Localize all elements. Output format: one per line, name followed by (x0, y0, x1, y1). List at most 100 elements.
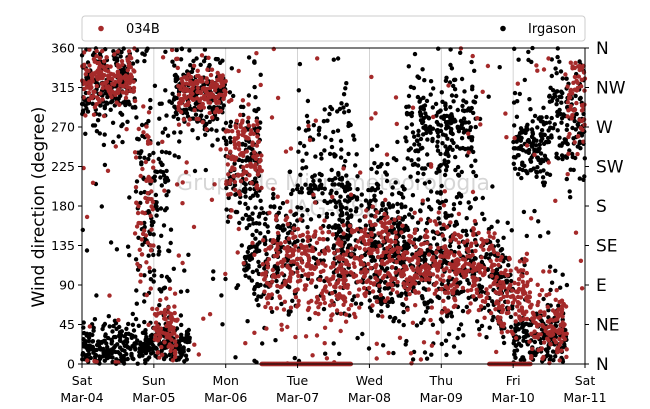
point-irgason (573, 127, 578, 132)
point-irgason (244, 225, 249, 231)
point-034b (405, 281, 410, 286)
point-034b (320, 230, 325, 235)
point-irgason (241, 104, 246, 110)
point-irgason (111, 323, 116, 329)
point-irgason (253, 236, 258, 241)
point-034b (94, 95, 100, 100)
point-034b (162, 340, 167, 345)
point-034b (289, 259, 294, 264)
point-034b (409, 234, 414, 239)
point-irgason (168, 240, 173, 246)
point-irgason (223, 276, 228, 282)
point-irgason (335, 128, 341, 133)
point-irgason (186, 327, 191, 333)
data-points (79, 45, 588, 367)
point-034b (274, 214, 279, 219)
point-034b (318, 269, 324, 275)
point-034b (323, 263, 328, 268)
point-irgason (199, 113, 204, 118)
point-034b (352, 255, 358, 260)
point-irgason (539, 133, 544, 139)
point-034b (460, 257, 465, 262)
point-034b (475, 116, 480, 121)
point-irgason (171, 266, 176, 271)
point-irgason (354, 152, 359, 157)
point-034b (428, 317, 433, 323)
point-034b (83, 113, 88, 118)
point-034b (382, 262, 387, 267)
point-irgason (451, 202, 457, 207)
point-034b (474, 290, 480, 296)
point-034b (296, 298, 301, 304)
point-irgason (178, 289, 184, 294)
point-034b (108, 64, 113, 69)
point-irgason (385, 303, 390, 309)
point-irgason (271, 195, 276, 201)
point-irgason (191, 58, 196, 64)
point-irgason (295, 238, 300, 244)
point-irgason (306, 190, 312, 196)
point-irgason (456, 244, 462, 250)
point-034b (374, 299, 380, 304)
point-irgason (159, 149, 165, 154)
point-034b (337, 291, 342, 297)
point-034b (299, 251, 305, 256)
point-irgason (171, 114, 176, 119)
point-irgason (103, 332, 108, 337)
point-034b (131, 89, 136, 94)
point-034b (125, 68, 130, 73)
point-irgason (396, 319, 402, 324)
point-irgason (179, 352, 185, 357)
point-irgason (151, 252, 156, 258)
point-034b (442, 189, 447, 194)
point-irgason (473, 173, 479, 179)
point-034b (524, 270, 529, 276)
point-irgason (468, 125, 473, 130)
point-irgason (415, 163, 421, 168)
point-034b (283, 149, 289, 154)
point-034b (389, 239, 394, 245)
point-034b (177, 100, 182, 106)
point-irgason (526, 322, 532, 328)
point-irgason (81, 320, 86, 325)
point-irgason (520, 162, 525, 167)
point-irgason (287, 169, 292, 175)
point-034b (541, 269, 546, 274)
point-034b (246, 102, 251, 107)
point-034b (242, 169, 247, 174)
point-irgason (416, 75, 422, 81)
point-irgason (459, 136, 465, 141)
point-irgason (336, 172, 341, 177)
point-034b (151, 165, 156, 170)
point-034b (145, 240, 150, 245)
point-irgason (194, 56, 199, 61)
point-034b (330, 276, 336, 281)
point-irgason (97, 112, 102, 117)
point-irgason (551, 126, 556, 131)
point-034b (173, 354, 178, 360)
point-irgason (547, 120, 552, 125)
point-irgason (139, 122, 145, 128)
point-irgason (457, 200, 463, 206)
point-034b (400, 223, 405, 228)
point-034b (559, 339, 564, 345)
point-034b (187, 117, 192, 122)
point-irgason (83, 131, 88, 136)
point-irgason (187, 48, 192, 53)
point-irgason (490, 317, 495, 323)
point-034b (331, 264, 336, 269)
point-irgason (514, 343, 519, 348)
point-irgason (201, 82, 207, 88)
point-034b (559, 299, 564, 304)
point-irgason (422, 78, 427, 83)
point-034b (416, 256, 421, 262)
point-irgason (245, 205, 251, 211)
point-irgason (164, 206, 169, 211)
point-irgason (345, 184, 350, 189)
point-034b (172, 351, 178, 356)
point-irgason (466, 281, 472, 286)
point-irgason (181, 345, 186, 350)
point-irgason (366, 187, 371, 193)
point-034b (214, 94, 220, 100)
